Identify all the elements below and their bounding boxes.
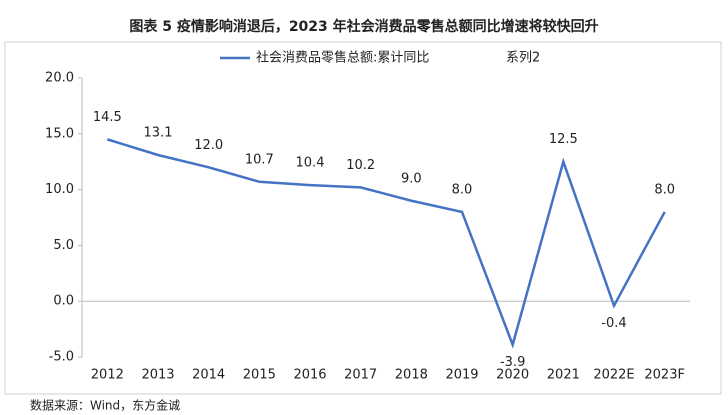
- x-tick-label: 2023F: [644, 368, 685, 383]
- data-label: 12.5: [549, 132, 578, 147]
- y-tick-label: 5.0: [53, 238, 74, 253]
- x-tick-label: 2013: [141, 368, 174, 383]
- data-label: -3.9: [500, 355, 525, 370]
- y-tick-label: 20.0: [45, 71, 74, 86]
- chart-frame: [4, 41, 722, 395]
- y-tick-label: -5.0: [49, 350, 74, 365]
- data-label: 8.0: [654, 182, 675, 197]
- data-label: 12.0: [194, 138, 223, 153]
- x-tick-label: 2017: [344, 368, 377, 383]
- x-tick-label: 2018: [395, 368, 428, 383]
- data-label: 10.4: [296, 156, 325, 171]
- x-tick-label: 2012: [91, 368, 124, 383]
- x-tick-label: 2020: [496, 368, 529, 383]
- data-label: 10.2: [346, 158, 375, 173]
- y-tick-label: 0.0: [53, 294, 74, 309]
- data-label: 9.0: [401, 171, 422, 186]
- data-label: 13.1: [144, 126, 173, 141]
- series-line: [106, 138, 666, 349]
- x-tick-label: 2021: [547, 368, 580, 383]
- data-label: 14.5: [93, 110, 122, 125]
- data-label: -0.4: [601, 316, 626, 331]
- data-label: 10.7: [245, 152, 274, 167]
- x-tick-label: 2015: [243, 368, 276, 383]
- data-label: 8.0: [452, 182, 473, 197]
- chart-title: 图表 5 疫情影响消退后，2023 年社会消费品零售总额同比增速将较快回升: [129, 18, 598, 35]
- x-tick-label: 2016: [293, 368, 326, 383]
- y-tick-label: 15.0: [45, 126, 74, 141]
- y-tick-label: 10.0: [45, 182, 74, 197]
- legend-label: 系列2: [506, 51, 540, 66]
- x-tick-label: 2019: [445, 368, 478, 383]
- source: 数据来源：Wind，东方金诚: [30, 398, 180, 413]
- x-tick-label: 2022E: [593, 368, 634, 383]
- legend-label: 社会消费品零售总额:累计同比: [256, 50, 429, 66]
- x-tick-label: 2014: [192, 368, 225, 383]
